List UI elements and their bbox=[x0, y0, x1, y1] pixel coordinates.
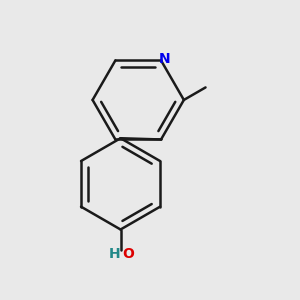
Text: O: O bbox=[122, 247, 134, 261]
Text: N: N bbox=[159, 52, 170, 66]
Text: H: H bbox=[108, 247, 120, 261]
